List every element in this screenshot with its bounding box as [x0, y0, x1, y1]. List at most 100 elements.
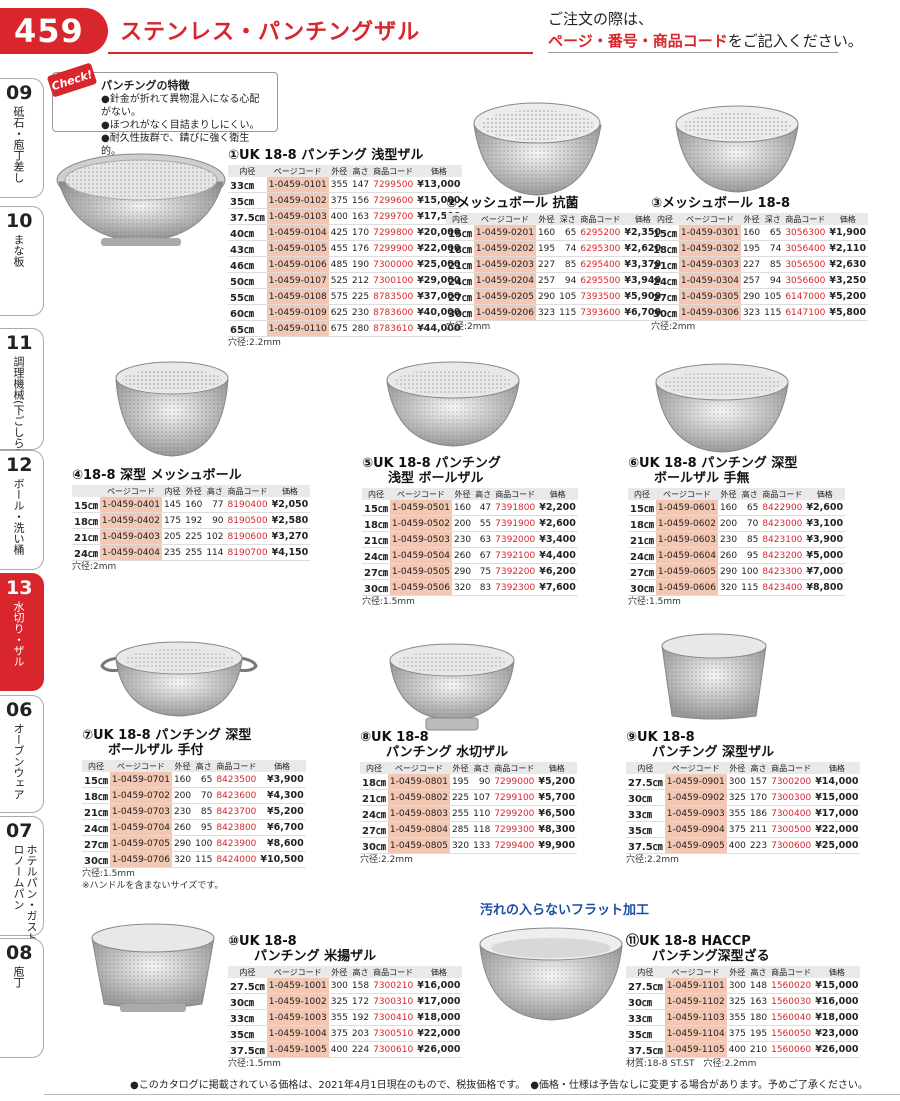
category-tab[interactable]: 12 ボール・洗い桶: [0, 450, 44, 570]
dimension-cell: 102: [204, 528, 226, 545]
column-header: 外径: [328, 165, 350, 177]
dimension-cell: 375: [328, 192, 350, 209]
table-row: 27㎝ 1-0459-0305 290 105 6147000 ¥5,200: [651, 288, 869, 305]
size-cell: 24㎝: [72, 544, 100, 561]
page-code-cell: 1-0459-1001: [266, 978, 329, 994]
page-code-cell: 1-0459-0801: [387, 774, 450, 790]
table-row: 37.5㎝ 1-0459-0905 400 223 7300600 ¥25,000: [626, 837, 861, 854]
category-tab[interactable]: 06 オーブンウェア: [0, 695, 44, 813]
dimension-cell: 235: [161, 544, 184, 561]
column-header: 内径: [228, 966, 267, 978]
page-code-cell: 1-0459-1002: [266, 993, 329, 1010]
size-cell: 24㎝: [628, 547, 656, 564]
column-header: 内径: [82, 760, 110, 772]
table-row: 21㎝ 1-0459-0503 230 63 7392000 ¥3,400: [362, 531, 578, 548]
table-row: 21㎝ 1-0459-0203 227 85 6295400 ¥3,370: [446, 256, 664, 273]
category-tab[interactable]: 09 砥石・庖丁差し: [0, 78, 44, 198]
page-code-cell: 1-0459-0602: [655, 515, 718, 532]
page-code-cell: 1-0459-0803: [387, 805, 450, 822]
size-cell: 30㎝: [446, 304, 474, 321]
category-tab[interactable]: 07 ホテルパン・ガストロノームパン: [0, 816, 44, 943]
category-tab[interactable]: 13 水切り・ザル: [0, 573, 44, 691]
price-cell: ¥5,700: [536, 789, 578, 806]
dimension-cell: 160: [183, 497, 205, 513]
column-header: ページコード: [266, 966, 329, 978]
table-row: 37.5㎝ 1-0459-0103 400 163 7299700 ¥17,500: [228, 208, 463, 225]
dimension-cell: 355: [328, 177, 350, 193]
spec-table: 内径 ページコード 外径 高さ 商品コード 価格 33㎝ 1-0459-0101 355 147 7…: [228, 165, 463, 337]
product-code-cell: 7391800: [493, 500, 538, 516]
product-code-cell: 7300210: [371, 978, 416, 994]
column-header: 価格: [415, 966, 463, 978]
size-cell: 27.5㎝: [626, 978, 665, 994]
column-header: 高さ: [747, 762, 770, 774]
product-code-cell: 7392300: [493, 579, 538, 596]
price-cell: ¥5,200: [536, 774, 578, 790]
dimension-cell: 320: [451, 579, 474, 596]
column-header: ページコード: [387, 762, 450, 774]
dimension-cell: 70: [193, 787, 215, 804]
dimension-cell: 225: [183, 528, 205, 545]
column-header: 商品コード: [769, 966, 814, 978]
table-row: 37.5㎝ 1-0459-1005 400 224 7300610 ¥26,000: [228, 1041, 463, 1058]
page-code-cell: 1-0459-0107: [266, 272, 329, 289]
price-cell: ¥6,500: [536, 805, 578, 822]
page-code-cell: 1-0459-0703: [109, 803, 172, 820]
shallow-bowl-colander-image: [386, 361, 520, 447]
dimension-cell: 114: [204, 544, 226, 561]
dimension-cell: 525: [328, 272, 350, 289]
spec-table: 内径 ページコード 外径 深さ 商品コード 価格 15㎝ 1-0459-0301 160 65 30…: [651, 213, 869, 321]
column-header: ページコード: [266, 165, 329, 177]
check-item: ●ほつれがなく目詰まりしにくい。: [101, 120, 260, 131]
dimension-cell: 115: [193, 851, 215, 868]
spec-table: 内径 ページコード 外径 高さ 商品コード 価格 15㎝ 1-0459-0701 160 65 84…: [82, 760, 306, 868]
category-tab[interactable]: 08 庖丁: [0, 938, 44, 1058]
column-header: 内径: [228, 165, 267, 177]
page-code-cell: 1-0459-1003: [266, 1009, 329, 1026]
category-tab[interactable]: 10 まな板: [0, 206, 44, 316]
price-cell: ¥17,000: [813, 805, 861, 822]
price-cell: ¥3,250: [827, 272, 869, 289]
hole-size-note: 穴径:2mm: [72, 562, 117, 572]
product-code-cell: 7300610: [371, 1041, 416, 1058]
spec-table: ページコード 内径 外径 高さ 商品コード 価格 15㎝ 1-0459-0401 145 160 7…: [72, 485, 311, 561]
tab-label: 調理機械(下ごしらえ): [12, 356, 25, 464]
size-cell: 18㎝: [651, 240, 679, 257]
column-header: 内径: [362, 488, 390, 500]
column-header: 商品コード: [578, 213, 623, 225]
product-title: ⑦UK 18-8 パンチング 深型 ボールザル 手付: [82, 728, 252, 758]
price-cell: ¥3,900: [258, 772, 306, 788]
category-tab[interactable]: 11 調理機械(下ごしらえ): [0, 328, 44, 464]
table-row: 30㎝ 1-0459-0606 320 115 8423400 ¥8,800: [628, 579, 846, 596]
dimension-cell: 190: [349, 256, 372, 273]
price-cell: ¥5,200: [827, 288, 869, 305]
product-code-cell: 8190500: [225, 512, 270, 529]
dimension-cell: 280: [349, 320, 372, 337]
table-row: 24㎝ 1-0459-0204 257 94 6295500 ¥3,940: [446, 272, 664, 289]
page-code-cell: 1-0459-0504: [389, 547, 452, 564]
price-cell: ¥3,270: [269, 528, 311, 545]
dimension-cell: 400: [726, 837, 748, 854]
dimension-cell: 180: [747, 1009, 770, 1026]
dimension-cell: 325: [726, 993, 748, 1010]
page-code-cell: 1-0459-0402: [99, 512, 162, 529]
column-header: 深さ: [557, 213, 579, 225]
dimension-cell: 55: [473, 515, 494, 532]
size-cell: 21㎝: [651, 256, 679, 273]
dimension-cell: 230: [717, 531, 740, 548]
table-row: 60㎝ 1-0459-0109 625 230 8783600 ¥40,000: [228, 304, 463, 321]
dimension-cell: 85: [762, 256, 784, 273]
product-code-cell: 6295500: [578, 272, 623, 289]
deep-mesh-bowl-image: [115, 361, 229, 457]
price-cell: ¥3,100: [804, 515, 846, 532]
column-header: 価格: [804, 488, 846, 500]
price-cell: ¥10,500: [258, 851, 306, 868]
dimension-cell: 172: [349, 993, 372, 1010]
page-code-cell: 1-0459-0306: [678, 304, 741, 321]
table-row: 35㎝ 1-0459-0904 375 211 7300500 ¥22,000: [626, 821, 861, 838]
product-code-cell: 3056300: [783, 225, 828, 241]
column-header: 商品コード: [760, 488, 805, 500]
product-title: ⑩UK 18-8 パンチング 米揚ザル: [228, 934, 377, 964]
size-cell: 24㎝: [446, 272, 474, 289]
product-code-cell: 7391900: [493, 515, 538, 532]
